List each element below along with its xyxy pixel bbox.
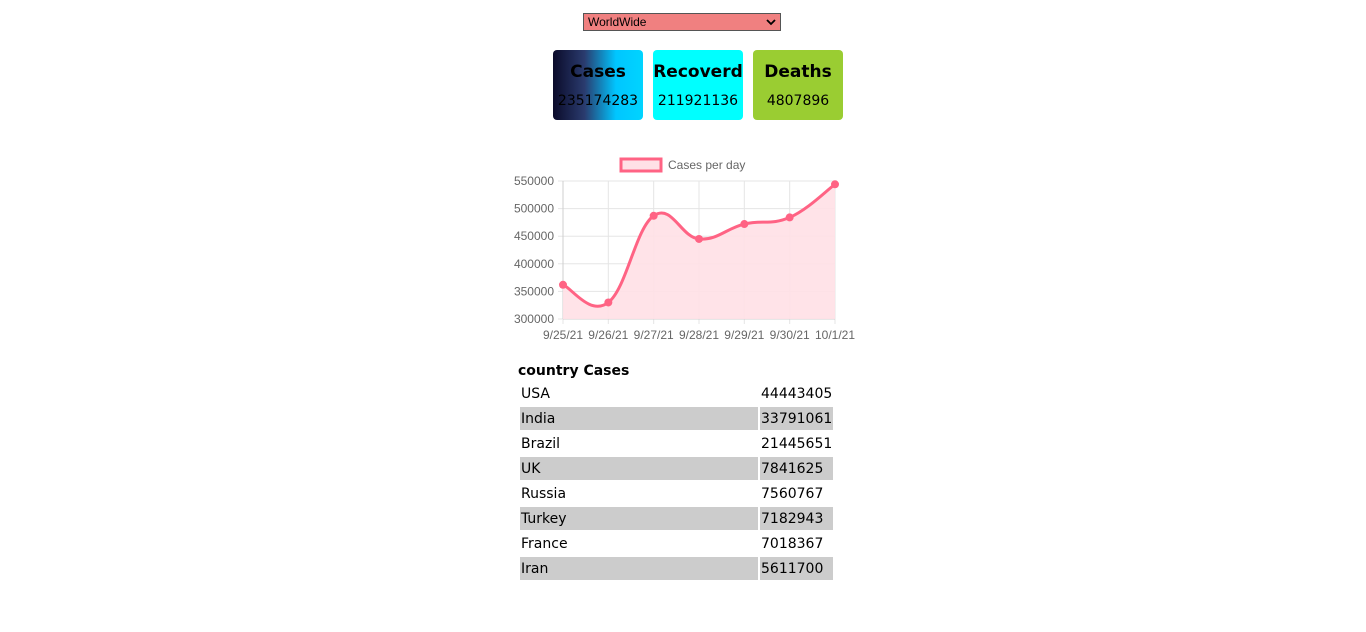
country-name-cell: UK: [520, 457, 758, 480]
series-area: [563, 184, 835, 319]
cases-card-title: Cases: [570, 62, 626, 82]
country-cases-cell: 21445651: [761, 435, 833, 452]
country-cases-cell: 44443405: [761, 385, 833, 402]
country-name-cell: Russia: [521, 485, 567, 502]
y-tick-label: 300000: [514, 312, 554, 326]
data-point: [695, 234, 703, 243]
chevron-down-icon: [766, 19, 776, 26]
y-tick-label: 450000: [514, 229, 554, 243]
country-cases-table: country Cases USA 44443405 India 33791061 Br…: [518, 363, 835, 582]
x-tick-label: 9/27/21: [634, 328, 674, 342]
x-tick-label: 9/30/21: [770, 328, 810, 342]
data-point: [740, 220, 749, 229]
country-cases-cell: 33791061: [760, 407, 834, 430]
country-cases-cell: 7560767: [761, 485, 824, 502]
x-tick-label: 9/29/21: [724, 328, 764, 342]
deaths-card[interactable]: Deaths 4807896: [753, 50, 843, 120]
country-table: USA 44443405 India 33791061 Brazil 21445651 UK…: [518, 380, 835, 582]
country-name-cell: Brazil: [521, 435, 561, 452]
country-cases-cell: 7018367: [761, 535, 824, 552]
x-tick-label: 9/26/21: [588, 328, 628, 342]
country-cases-cell: 5611700: [760, 557, 834, 580]
deaths-card-value: 4807896: [766, 93, 830, 109]
table-row: India 33791061: [520, 407, 834, 430]
country-name-cell: Turkey: [520, 507, 758, 530]
table-row: Brazil 21445651: [520, 432, 833, 455]
table-row: USA 44443405: [520, 382, 833, 405]
table-heading: country Cases: [518, 363, 630, 379]
country-name-cell: USA: [521, 385, 550, 402]
x-tick-label: 10/1/21: [815, 328, 855, 342]
y-tick-label: 500000: [514, 202, 554, 216]
y-tick-label: 400000: [514, 257, 554, 271]
recovered-card-value: 211921136: [657, 93, 739, 109]
country-name-cell: Iran: [520, 557, 758, 580]
cases-card-value: 235174283: [557, 93, 639, 109]
data-point: [559, 280, 567, 289]
recovered-card-title: Recoverd: [653, 62, 743, 82]
country-name-cell: India: [520, 407, 758, 430]
legend-label: Cases per day: [668, 158, 745, 172]
data-point: [649, 211, 658, 220]
x-tick-label: 9/25/21: [543, 328, 583, 342]
table-row: France 7018367: [520, 532, 833, 555]
country-name-cell: France: [521, 535, 568, 552]
region-select[interactable]: WorldWide: [583, 13, 781, 31]
data-point: [604, 298, 613, 307]
legend-swatch: [619, 157, 663, 173]
x-tick-label: 9/28/21: [679, 328, 719, 342]
region-select-value: WorldWide: [588, 15, 647, 29]
table-row: Iran 5611700: [520, 557, 834, 580]
y-tick-label: 550000: [514, 174, 554, 188]
data-point: [785, 213, 794, 222]
deaths-card-title: Deaths: [764, 62, 832, 82]
y-tick-label: 350000: [514, 284, 554, 298]
cases-card[interactable]: Cases 235174283: [553, 50, 643, 120]
table-row: UK 7841625: [520, 457, 834, 480]
country-cases-cell: 7841625: [760, 457, 834, 480]
data-point: [831, 180, 839, 189]
recovered-card[interactable]: Recoverd 211921136: [653, 50, 743, 120]
cases-per-day-chart: Cases per day 550000 500000 450000 400000 350…: [514, 157, 855, 342]
table-row: Turkey 7182943: [520, 507, 834, 530]
country-cases-cell: 7182943: [760, 507, 834, 530]
table-row: Russia 7560767: [520, 482, 833, 505]
